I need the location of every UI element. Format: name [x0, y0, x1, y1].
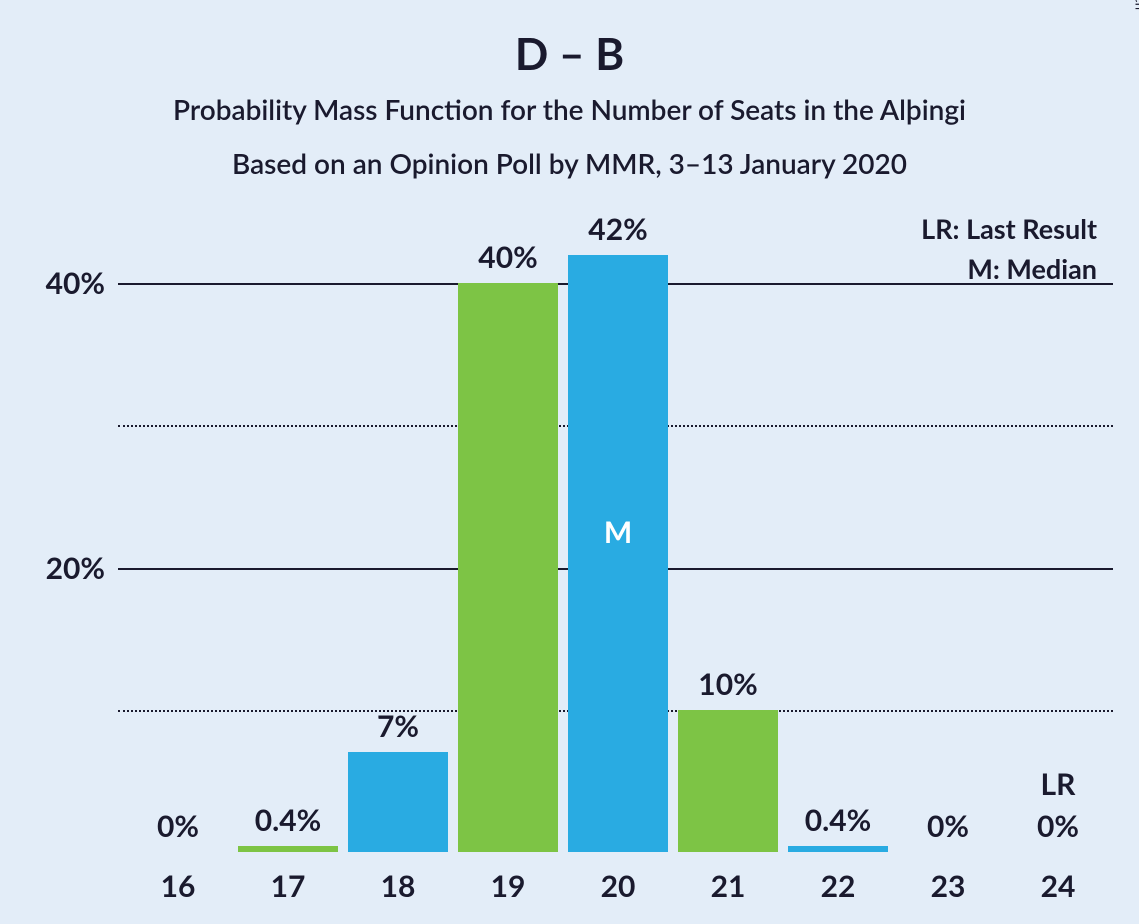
xtick-label: 20 — [601, 868, 636, 904]
plot-area: LR: Last Result M: Median 20%40%0%160.4%… — [118, 212, 1113, 852]
bar-value-label: 0% — [1037, 808, 1079, 844]
bar — [348, 752, 448, 852]
bar-value-label: 0.4% — [805, 802, 872, 838]
xtick-label: 16 — [161, 868, 196, 904]
ytick-label: 40% — [46, 265, 105, 301]
bar-value-label: 0% — [927, 808, 969, 844]
ytick-label: 20% — [46, 550, 105, 586]
median-marker: M — [604, 514, 632, 550]
bar — [568, 255, 668, 852]
chart-subtitle-2: Based on an Opinion Poll by MMR, 3–13 Ja… — [0, 146, 1139, 180]
bar-value-label: 7% — [377, 708, 419, 744]
xtick-label: 19 — [491, 868, 526, 904]
chart-container: D – B Probability Mass Function for the … — [0, 0, 1139, 924]
bar — [238, 846, 338, 852]
xtick-label: 23 — [931, 868, 966, 904]
xtick-label: 18 — [381, 868, 416, 904]
bar — [458, 283, 558, 852]
xtick-label: 22 — [821, 868, 856, 904]
bar-value-label: 10% — [698, 666, 757, 702]
xtick-label: 24 — [1041, 868, 1076, 904]
legend-m: M: Median — [967, 252, 1097, 285]
xtick-label: 21 — [711, 868, 746, 904]
bar-value-label: 0% — [157, 808, 199, 844]
copyright-text: © 2020 Filip van Laenen — [1133, 0, 1139, 10]
chart-title: D – B — [0, 28, 1139, 80]
bar-value-label: 0.4% — [255, 802, 322, 838]
bar-value-label: 40% — [478, 239, 537, 275]
xtick-label: 17 — [271, 868, 306, 904]
legend-lr: LR: Last Result — [921, 212, 1097, 245]
last-result-marker: LR — [1041, 766, 1076, 802]
chart-subtitle-1: Probability Mass Function for the Number… — [0, 92, 1139, 126]
bar — [678, 710, 778, 852]
bar-value-label: 42% — [588, 211, 647, 247]
bar — [788, 846, 888, 852]
